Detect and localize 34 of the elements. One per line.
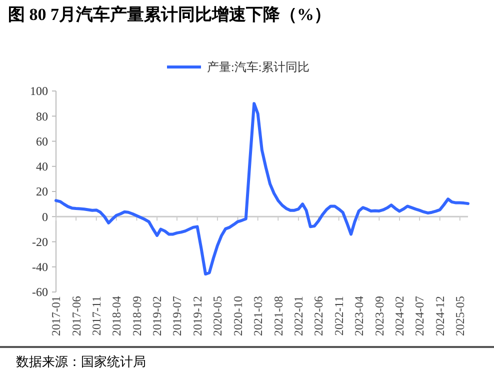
x-tick-label: 2020-05 bbox=[210, 296, 225, 336]
y-tick-label: -60 bbox=[32, 285, 48, 300]
y-tick-label: -20 bbox=[32, 234, 48, 249]
x-tick-label: 2020-10 bbox=[230, 296, 245, 336]
x-tick-label: 2024-12 bbox=[433, 296, 448, 336]
x-tick-label: 2023-04 bbox=[352, 296, 366, 336]
x-tick-label: 2025-05 bbox=[453, 296, 468, 336]
chart-title: 图 80 7月汽车产量累计同比增速下降（%） bbox=[8, 5, 331, 24]
x-tick-label: 2022-11 bbox=[332, 296, 346, 336]
x-tick-label: 2017-11 bbox=[90, 296, 104, 336]
x-tick-label: 2018-09 bbox=[130, 296, 144, 336]
y-tick-label: 20 bbox=[36, 184, 48, 199]
x-tick-label: 2022-06 bbox=[312, 296, 326, 336]
x-tick-label: 2018-04 bbox=[110, 296, 124, 336]
y-tick-label: 80 bbox=[36, 109, 48, 124]
x-tick-label: 2017-01 bbox=[49, 296, 64, 336]
x-tick-label: 2024-02 bbox=[392, 296, 407, 336]
x-tick-label: 2017-06 bbox=[69, 296, 84, 336]
x-tick-label: 2021-03 bbox=[251, 296, 266, 336]
x-tick-label: 2021-08 bbox=[271, 296, 286, 336]
legend-label: 产量:汽车:累计同比 bbox=[207, 60, 310, 74]
x-tick-label: 2024-07 bbox=[412, 296, 427, 336]
source-note: 数据来源：国家统计局 bbox=[16, 354, 146, 369]
y-tick-label: 0 bbox=[42, 210, 48, 224]
x-tick-label: 2019-12 bbox=[190, 296, 204, 336]
x-tick-label: 2019-07 bbox=[170, 296, 184, 336]
y-tick-label: 40 bbox=[36, 160, 48, 174]
y-tick-label: -40 bbox=[32, 260, 48, 274]
y-tick-label: 100 bbox=[30, 84, 48, 98]
y-tick-label: 60 bbox=[36, 134, 48, 148]
x-tick-label: 2022-01 bbox=[292, 296, 306, 336]
x-tick-label: 2023-09 bbox=[372, 296, 386, 336]
line-series bbox=[54, 102, 470, 276]
x-tick-label: 2019-02 bbox=[150, 296, 164, 336]
